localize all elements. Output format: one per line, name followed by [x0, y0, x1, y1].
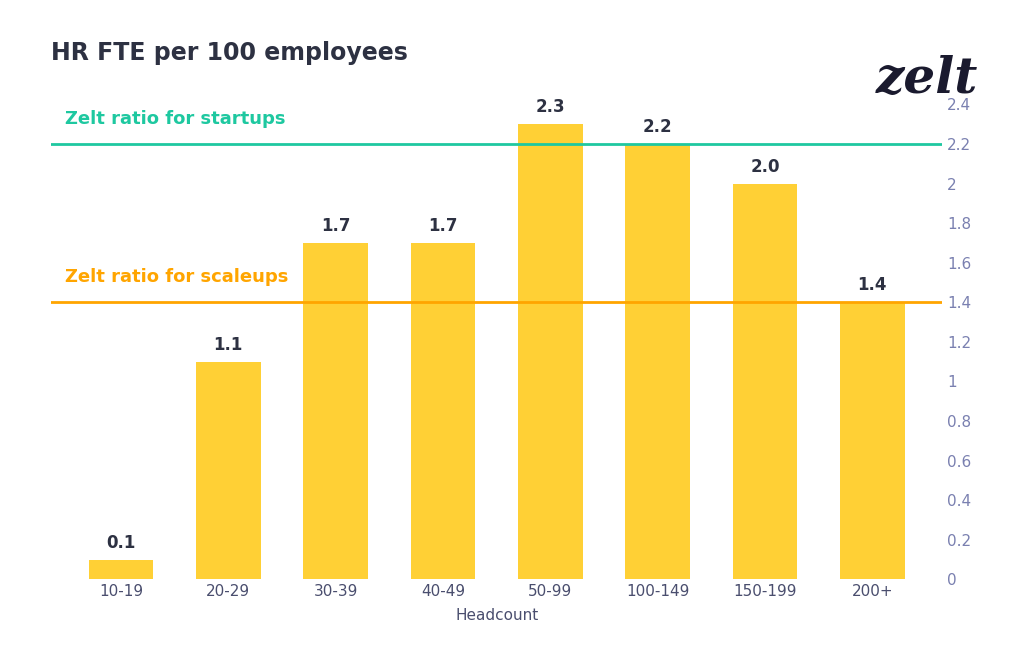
Text: zelt: zelt — [876, 55, 978, 104]
Text: 2.2: 2.2 — [643, 118, 673, 136]
Text: 0.1: 0.1 — [106, 534, 135, 551]
Text: Zelt ratio for scaleups: Zelt ratio for scaleups — [66, 268, 289, 286]
Bar — [411, 243, 475, 579]
Text: 1.1: 1.1 — [214, 336, 243, 353]
Text: 1.7: 1.7 — [428, 217, 458, 235]
Text: 1.7: 1.7 — [321, 217, 350, 235]
Text: Zelt ratio for startups: Zelt ratio for startups — [66, 110, 286, 128]
Text: 1.4: 1.4 — [857, 277, 887, 294]
Bar — [518, 124, 583, 579]
Bar — [733, 184, 797, 579]
Bar — [626, 144, 690, 579]
Bar — [89, 560, 154, 579]
Bar — [197, 362, 260, 579]
Text: 2.3: 2.3 — [536, 98, 565, 117]
Text: HR FTE per 100 employees: HR FTE per 100 employees — [51, 40, 409, 64]
Bar — [303, 243, 368, 579]
Text: 2.0: 2.0 — [751, 158, 779, 176]
Bar — [840, 302, 904, 579]
X-axis label: Headcount: Headcount — [455, 607, 539, 622]
